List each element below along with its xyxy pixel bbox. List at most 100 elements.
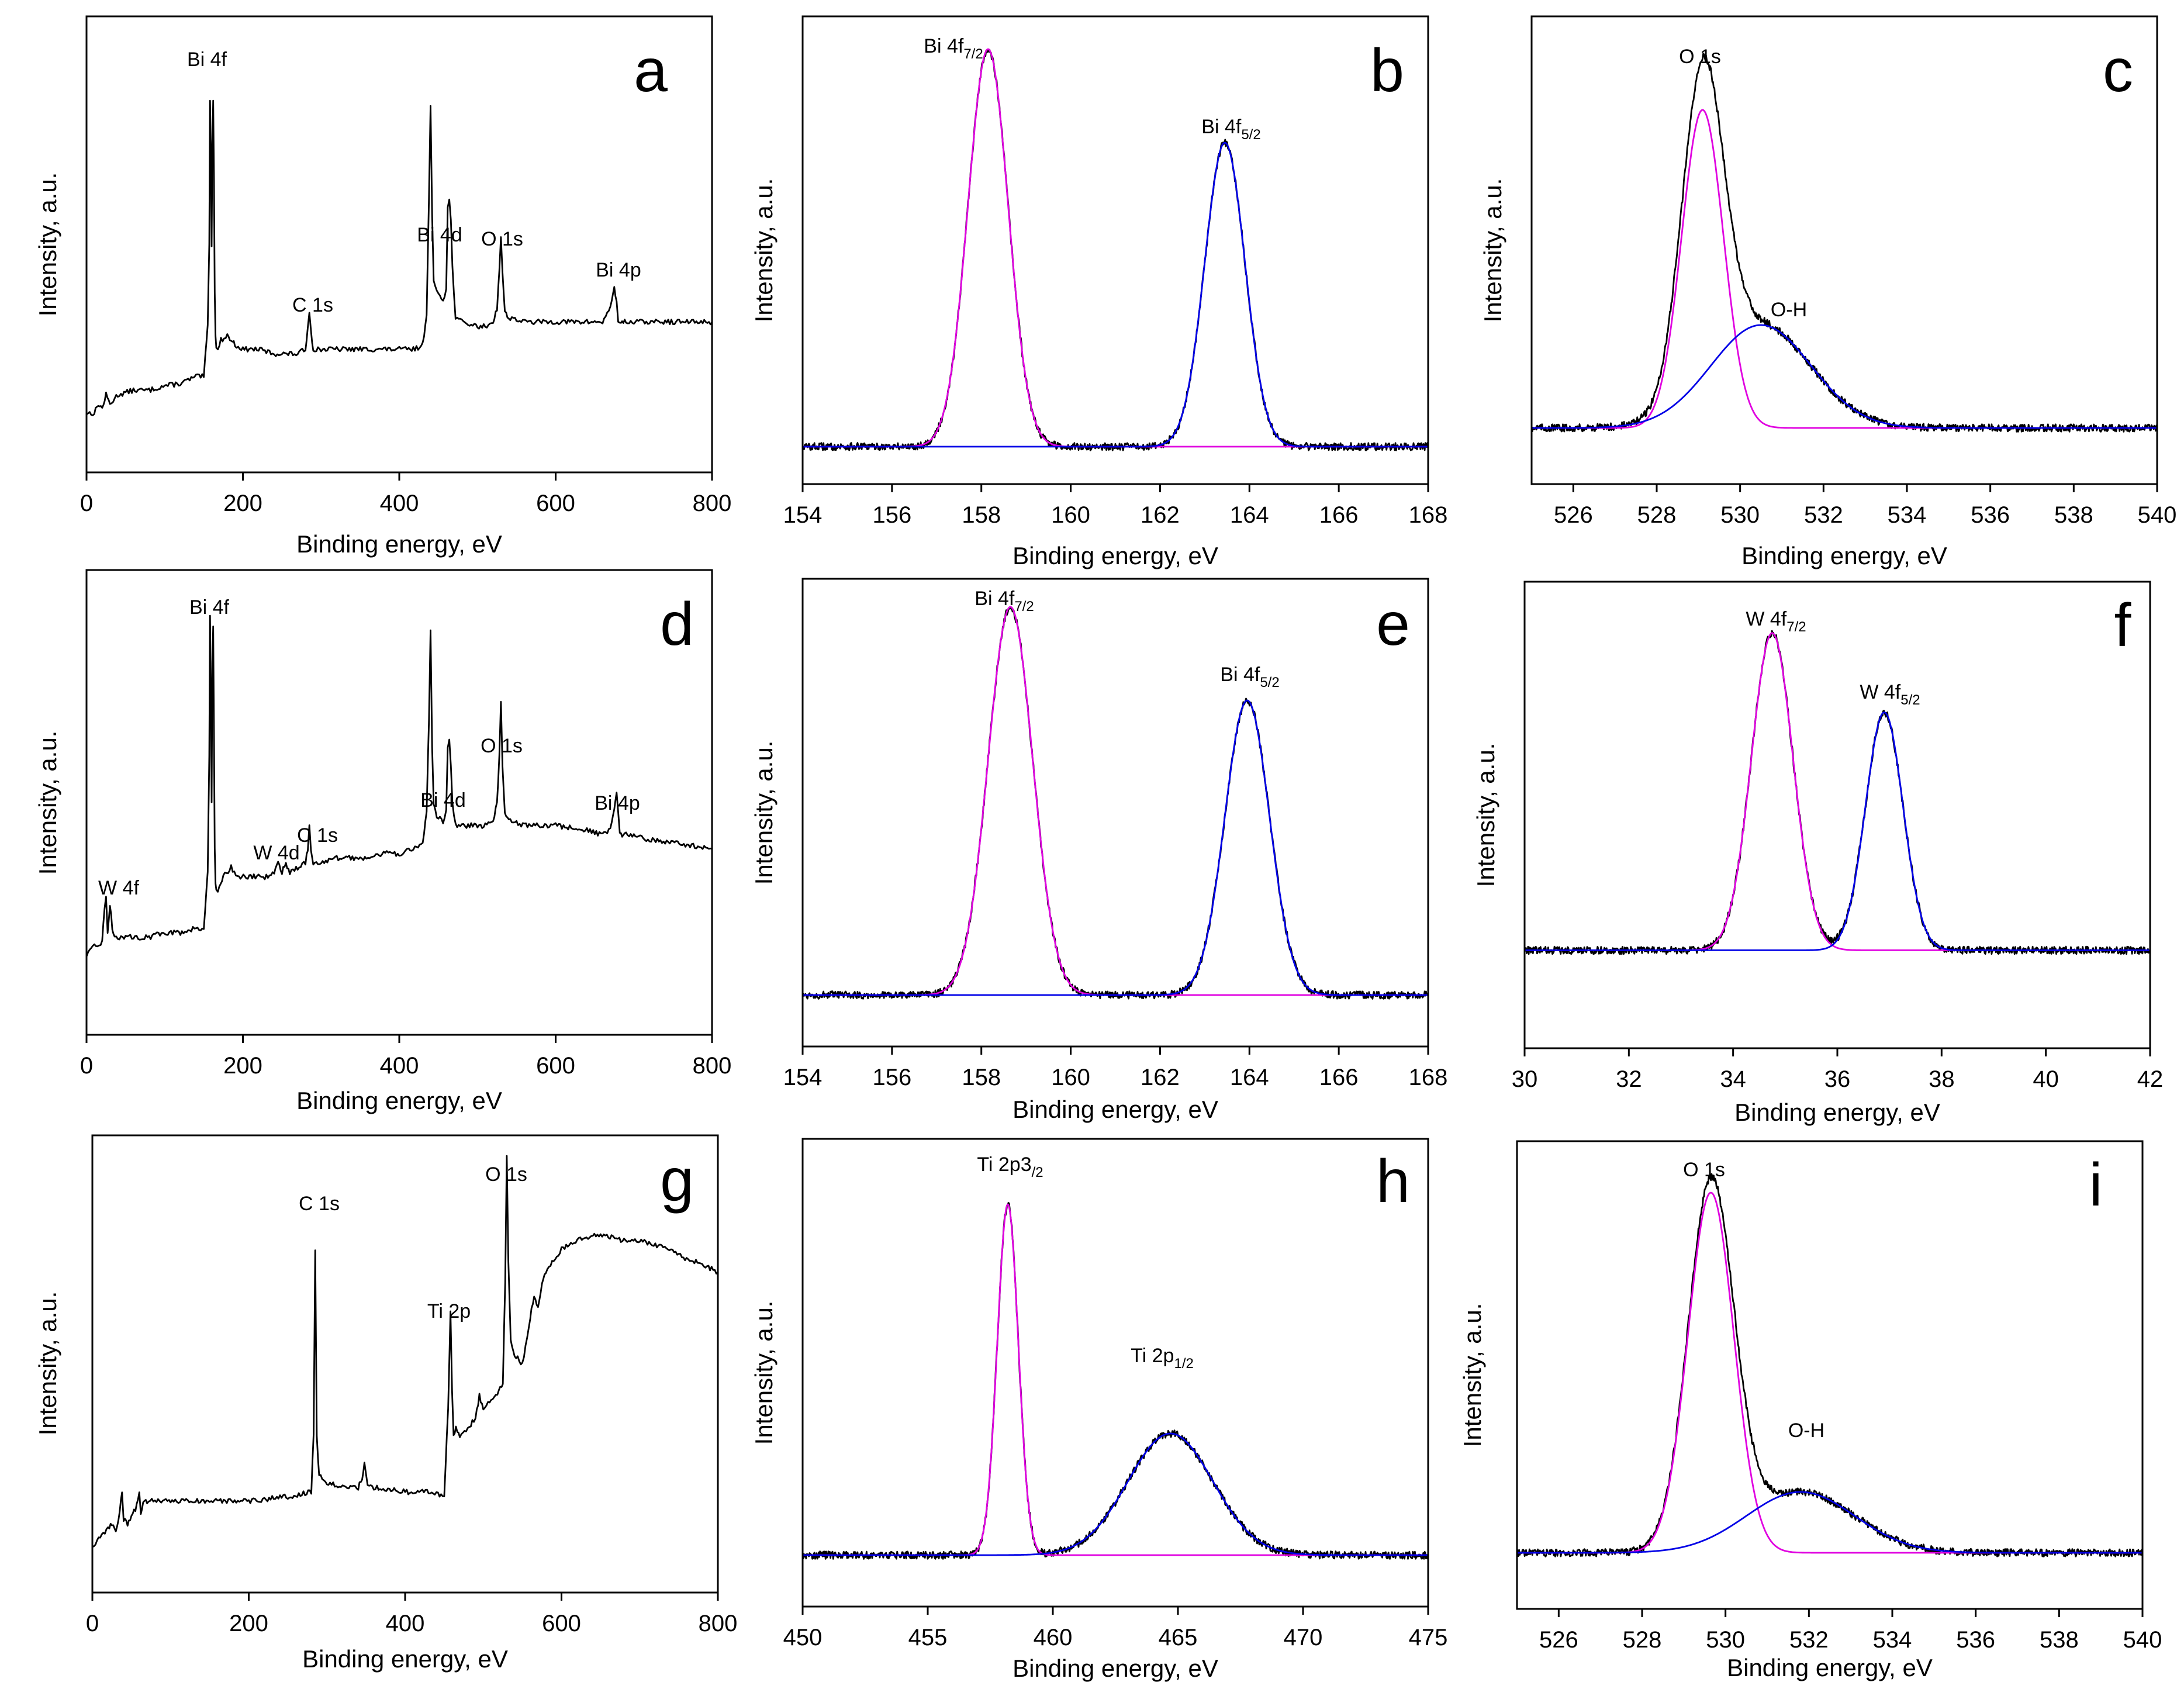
- panel-f-peak-w4f72-main: W 4f: [1746, 608, 1786, 630]
- panel-i-letter: i: [2089, 1151, 2102, 1219]
- panel-a-xtick-label: 600: [536, 491, 575, 516]
- panel-f-peak-w4f72: W 4f7/2: [1746, 608, 1806, 635]
- panel-e-xlabel: Binding energy, eV: [1012, 1096, 1218, 1123]
- panel-h-peak-ti2p32-main: Ti 2p3: [977, 1153, 1031, 1176]
- panel-a-peak-bi4d: Bi 4d: [417, 224, 462, 246]
- panel-b-peak-bi4f72-main: Bi 4f: [924, 35, 964, 57]
- panel-h-peak-ti2p12: Ti 2p1/2: [1131, 1345, 1194, 1372]
- panel-a: 0 200 400 600 800 a Bi 4f C 1s Bi 4d O 1s Bi…: [34, 15, 732, 558]
- panel-i-xtick-label: 540: [2123, 1627, 2162, 1653]
- panel-e-peak-bi4f52: Bi 4f5/2: [1220, 664, 1279, 690]
- panel-i-fit-line-2: [1516, 1491, 2144, 1554]
- panel-g-xlabel: Binding energy, eV: [302, 1645, 508, 1673]
- panel-a-peak-bi4f: Bi 4f: [187, 49, 227, 71]
- panel-i-xlabel: Binding energy, eV: [1727, 1654, 1933, 1681]
- panel-c-xlabel: Binding energy, eV: [1741, 542, 1947, 569]
- panel-h-xlabel: Binding energy, eV: [1012, 1655, 1218, 1682]
- panel-b-ylabel: Intensity, a.u.: [750, 178, 777, 323]
- panel-d-peak-bi4d: Bi 4d: [420, 789, 466, 811]
- panel-f: 30 32 34 36 38 40 42 f W 4f7/2 W 4f5/2 Binding…: [1472, 581, 2164, 1126]
- panel-f-xtick-label: 42: [2137, 1066, 2164, 1092]
- panel-e-xtick-label: 164: [1230, 1065, 1269, 1090]
- panel-c-xtick-label: 536: [1971, 502, 2010, 528]
- panel-g-curves: [91, 1155, 719, 1548]
- panel-f-measured-line: [1523, 630, 2151, 955]
- panel-b-xtick-label: 156: [872, 502, 911, 528]
- panel-i-xtick-label: 532: [1789, 1627, 1829, 1653]
- panel-g-peak-ti2p: Ti 2p: [427, 1300, 471, 1322]
- panel-g-peak-c1s: C 1s: [299, 1193, 340, 1215]
- panel-c-peak-o1s: O 1s: [1679, 46, 1721, 68]
- panel-f-frame: [1523, 581, 2151, 1049]
- panel-e-peak-bi4f72-sub: 7/2: [1014, 599, 1034, 614]
- panel-i-xtick-label: 526: [1539, 1627, 1578, 1653]
- panel-e-fit-line-2: [801, 699, 1429, 996]
- panel-d-xtick-label: 600: [536, 1053, 575, 1079]
- panel-e-fit-line-1: [801, 606, 1429, 996]
- panel-h: 450 455 460 465 470 475 h Ti 2p3/2 Ti 2p1/2 B…: [750, 1138, 1447, 1682]
- panel-d-xtick-label: 0: [80, 1053, 93, 1079]
- panel-h-frame: [801, 1138, 1429, 1608]
- panel-b-xtick-label: 158: [962, 502, 1001, 528]
- panel-h-xtick-label: 450: [783, 1625, 823, 1650]
- panel-e-curves: [801, 606, 1429, 1000]
- panel-f-xtick-label: 36: [1824, 1066, 1851, 1092]
- panel-b-fit-line-2: [801, 141, 1429, 448]
- panel-h-peak-ti2p32-sub: /2: [1032, 1165, 1043, 1180]
- panel-f-peak-w4f52-main: W 4f: [1860, 681, 1900, 703]
- panel-e-xtick-label: 166: [1319, 1065, 1359, 1090]
- panel-d-xtick-label: 400: [380, 1053, 419, 1079]
- panel-g-xtick-label: 0: [86, 1611, 99, 1636]
- panel-f-xtick-label: 40: [2033, 1066, 2059, 1092]
- panel-f-xtick-label: 30: [1512, 1066, 1538, 1092]
- panel-d-xlabel: Binding energy, eV: [296, 1087, 502, 1114]
- panel-c-ticks: 526 528 530 532 534 536 538 540: [1554, 484, 2176, 528]
- panel-i-xtick-label: 538: [2040, 1627, 2079, 1653]
- panel-f-xtick-label: 38: [1929, 1066, 1955, 1092]
- panel-h-peak-ti2p12-sub: 1/2: [1174, 1356, 1193, 1372]
- panel-i-peak-o1s: O 1s: [1683, 1159, 1725, 1181]
- panel-a-frame: [85, 15, 713, 474]
- panel-f-letter: f: [2114, 592, 2132, 659]
- panel-d-peak-c1s: C 1s: [297, 824, 338, 847]
- panel-g-ticks: 0 200 400 600 800: [86, 1593, 737, 1636]
- panel-f-peak-w4f72-sub: 7/2: [1786, 619, 1806, 635]
- panel-d-peak-w4f: W 4f: [98, 877, 139, 899]
- panel-b-letter: b: [1370, 37, 1404, 105]
- panel-c-xtick-label: 538: [2054, 502, 2093, 528]
- panel-b-peak-bi4f52: Bi 4f5/2: [1201, 116, 1260, 143]
- panel-d-peak-bi4f: Bi 4f: [189, 596, 230, 619]
- panel-h-measured-line: [801, 1202, 1429, 1560]
- panel-b-peak-bi4f52-sub: 5/2: [1241, 127, 1260, 143]
- panel-c-xtick-label: 532: [1804, 502, 1843, 528]
- panel-g-peak-o1s: O 1s: [485, 1163, 527, 1186]
- panel-c-xtick-label: 526: [1554, 502, 1593, 528]
- panel-h-ticks: 450 455 460 465 470 475: [783, 1607, 1447, 1650]
- panel-i-xtick-label: 528: [1623, 1627, 1662, 1653]
- panel-a-xtick-label: 0: [80, 491, 93, 516]
- panel-f-ylabel: Intensity, a.u.: [1472, 743, 1499, 887]
- panel-e-xtick-label: 162: [1141, 1065, 1180, 1090]
- panel-h-curves: [801, 1202, 1429, 1560]
- panel-f-fit-line-2: [1523, 711, 2151, 951]
- panel-e-xtick-label: 156: [872, 1065, 911, 1090]
- panel-b-peak-bi4f52-main: Bi 4f: [1201, 116, 1242, 138]
- panel-a-xtick-label: 800: [693, 491, 732, 516]
- panel-a-ticks: 0 200 400 600 800: [80, 472, 732, 516]
- panel-g-ylabel: Intensity, a.u.: [34, 1291, 61, 1436]
- panel-d-curves: [85, 614, 713, 958]
- panel-c-xtick-label: 534: [1888, 502, 1927, 528]
- panel-i-measured-line: [1516, 1173, 2144, 1557]
- panel-h-xtick-label: 460: [1034, 1625, 1073, 1650]
- panel-h-letter: h: [1376, 1148, 1410, 1215]
- panel-f-xtick-label: 34: [1720, 1066, 1746, 1092]
- panel-d-ticks: 0 200 400 600 800: [80, 1035, 731, 1079]
- panel-b-xtick-label: 166: [1319, 502, 1359, 528]
- panel-h-xtick-label: 470: [1284, 1625, 1323, 1650]
- panel-h-peak-ti2p32: Ti 2p3/2: [977, 1153, 1043, 1180]
- panel-e-letter: e: [1376, 590, 1410, 658]
- panel-c-fit-line-1: [1530, 109, 2158, 429]
- panel-e-ticks: 154 156 158 160 162 164 166 168: [783, 1046, 1448, 1090]
- panel-i: 526 528 530 532 534 536 538 540 i O 1s O-H Bind…: [1459, 1140, 2162, 1681]
- panel-e-xtick-label: 168: [1409, 1065, 1448, 1090]
